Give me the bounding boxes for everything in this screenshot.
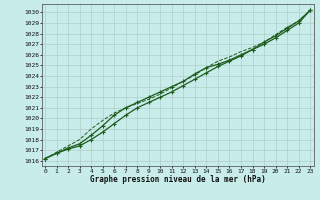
X-axis label: Graphe pression niveau de la mer (hPa): Graphe pression niveau de la mer (hPa)	[90, 175, 266, 184]
